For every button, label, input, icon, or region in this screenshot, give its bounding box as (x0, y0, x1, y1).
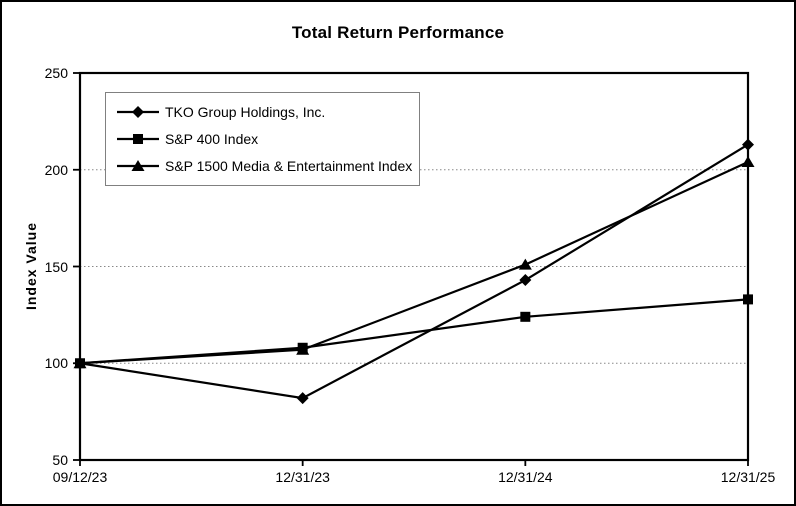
y-tick-label-250: 250 (44, 65, 68, 81)
legend-item-label: S&P 1500 Media & Entertainment Index (165, 158, 413, 175)
marker-triangle-pt3 (741, 156, 755, 168)
marker-square-pt3 (743, 294, 753, 305)
y-tick-label-150: 150 (44, 258, 68, 275)
x-tick-label-1: 12/31/23 (275, 469, 330, 485)
series-line-1 (79, 298, 749, 365)
x-tick-label-3: 12/31/25 (720, 469, 776, 485)
marker-triangle-pt2 (518, 258, 532, 270)
legend-item-label: S&P 400 Index (165, 130, 259, 147)
legend: TKO Group Holdings, Inc. S&P 400 Index S&P… (105, 92, 420, 186)
legend-item-1: S&P 400 Index (115, 131, 415, 147)
x-tick-label-0: 09/12/23 (52, 469, 108, 485)
marker-diamond-pt3 (742, 138, 754, 151)
y-tick-label-100: 100 (44, 355, 68, 372)
legend-item-2: S&P 1500 Media & Entertainment Index (115, 158, 415, 174)
legend-diamond-icon (117, 105, 159, 118)
legend-square-icon (117, 133, 159, 144)
legend-triangle-icon (117, 160, 159, 172)
series-line-2 (79, 161, 749, 365)
marker-diamond-pt2 (519, 274, 532, 287)
marker-square-pt1 (297, 342, 308, 353)
chart-title: Total Return Performance (291, 23, 505, 42)
marker-square-pt0 (75, 358, 85, 369)
marker-square-pt2 (520, 311, 531, 322)
y-tick-label-200: 200 (44, 161, 68, 178)
legend-item-label: TKO Group Holdings, Inc. (165, 103, 326, 120)
x-tick-label-2: 12/31/24 (498, 469, 553, 485)
legend-item-0: TKO Group Holdings, Inc. (115, 104, 415, 120)
plot-frame (78, 71, 750, 462)
marker-diamond-pt1 (296, 392, 309, 405)
y-tick-label-50: 50 (52, 452, 68, 468)
